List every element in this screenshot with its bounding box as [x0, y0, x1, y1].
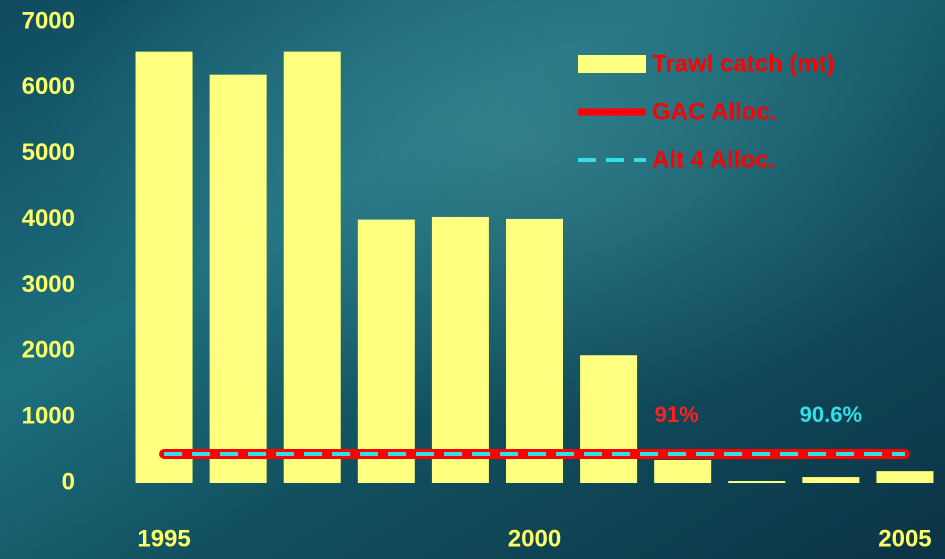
y-tick-label: 2000: [22, 337, 75, 364]
y-tick-label: 0: [62, 468, 75, 495]
y-tick-label: 4000: [22, 205, 75, 232]
annotation: 91%: [655, 402, 699, 427]
x-tick-label: 2005: [878, 525, 931, 552]
y-tick-label: 6000: [22, 73, 75, 100]
bar: [802, 477, 860, 483]
bar: [876, 471, 934, 483]
legend-label: Alt 4 Alloc.: [652, 146, 775, 173]
bar: [209, 74, 267, 483]
bar: [357, 219, 415, 484]
y-tick-label: 1000: [22, 402, 75, 429]
bar: [431, 216, 489, 484]
bar: [654, 459, 712, 483]
y-tick-label: 3000: [22, 271, 75, 298]
legend-label: GAC Alloc.: [652, 98, 776, 125]
y-tick-label: 7000: [22, 7, 75, 34]
y-tick-label: 5000: [22, 139, 75, 166]
x-tick-label: 1995: [137, 525, 190, 552]
bar: [580, 355, 638, 483]
bar: [506, 218, 563, 484]
bar: [283, 51, 341, 484]
x-tick-label: 2000: [508, 525, 561, 552]
bar: [135, 51, 193, 484]
legend-label: Trawl catch (mt): [652, 50, 835, 77]
bar: [728, 481, 786, 484]
legend-swatch: [578, 55, 646, 73]
annotation: 90.6%: [800, 402, 862, 427]
